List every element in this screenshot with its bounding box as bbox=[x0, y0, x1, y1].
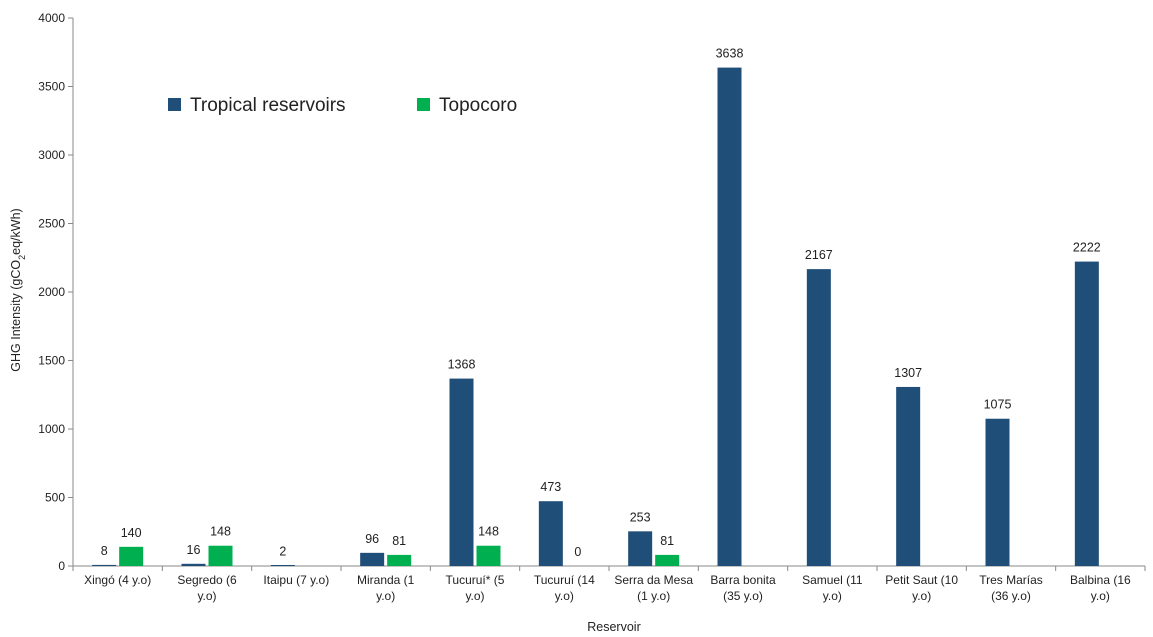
x-axis: Xingó (4 y.o) Segredo (6 y.o) Itaipu (7 y.o… bbox=[72, 565, 1146, 603]
y-tick-label: 2500 bbox=[38, 217, 65, 231]
y-tick-label: 4000 bbox=[38, 11, 65, 25]
data-label: 2222 bbox=[1073, 241, 1101, 255]
data-labels: 8 16 2 96 1368 473 253 3638 2167 1307 1075 2222 140 1… bbox=[101, 47, 1101, 559]
data-label: 473 bbox=[540, 480, 561, 494]
bar-topocoro bbox=[208, 545, 233, 566]
x-tick-label: Tres Marías (36 y.o) bbox=[979, 573, 1043, 603]
data-label: 16 bbox=[187, 543, 201, 557]
y-tick-label: 3000 bbox=[38, 148, 65, 162]
bar-tropical bbox=[896, 386, 921, 566]
data-label: 1368 bbox=[448, 358, 476, 372]
data-label: 253 bbox=[630, 510, 651, 524]
data-label: 148 bbox=[478, 525, 499, 539]
bar-tropical bbox=[717, 67, 742, 567]
legend-swatch-tropical bbox=[168, 98, 181, 111]
bar-tropical bbox=[538, 501, 563, 566]
x-tick-label: Xingó (4 y.o) bbox=[84, 573, 151, 587]
data-label: 2167 bbox=[805, 248, 833, 262]
data-label: 1307 bbox=[894, 366, 922, 380]
data-label: 0 bbox=[574, 545, 581, 559]
y-tick-label: 1000 bbox=[38, 422, 65, 436]
bar-topocoro bbox=[655, 554, 680, 566]
legend-swatch-topocoro bbox=[417, 98, 430, 111]
y-tick-label: 2000 bbox=[38, 285, 65, 299]
bar-tropical bbox=[92, 564, 117, 566]
y-axis: 0 500 1000 1500 2000 2500 3000 3500 4000 bbox=[38, 11, 74, 573]
y-axis-title: GHG Intensity (gCO2eq/kWh) bbox=[9, 208, 27, 371]
bar-tropical bbox=[449, 378, 474, 566]
x-tick-label: Samuel (11 y.o) bbox=[802, 573, 863, 603]
data-label: 3638 bbox=[716, 47, 744, 61]
legend-label-topocoro: Topocoro bbox=[439, 95, 517, 116]
y-tick-label: 3500 bbox=[38, 80, 65, 94]
legend-label-tropical: Tropical reservoirs bbox=[190, 95, 346, 116]
legend: Tropical reservoirs Topocoro bbox=[168, 95, 517, 116]
data-label: 1075 bbox=[984, 398, 1012, 412]
x-tick-label: Barra bonita (35 y.o) bbox=[710, 573, 776, 603]
bar-topocoro bbox=[119, 546, 144, 566]
bar-tropical bbox=[181, 563, 206, 566]
x-axis-title: Reservoir bbox=[587, 620, 641, 634]
x-tick-label: Petit Saut (10 y.o) bbox=[885, 573, 958, 603]
bar-tropical bbox=[360, 552, 385, 566]
bar-topocoro bbox=[387, 554, 412, 566]
x-tick-label: Itaipu (7 y.o) bbox=[263, 573, 329, 587]
x-tick-label: Tucuruí (14 y.o) bbox=[534, 573, 595, 603]
data-label: 140 bbox=[121, 526, 142, 540]
data-label: 81 bbox=[660, 534, 674, 548]
data-label: 148 bbox=[210, 525, 231, 539]
x-tick-label: Serra da Mesa (1 y.o) bbox=[614, 573, 693, 603]
data-label: 2 bbox=[279, 545, 286, 559]
bar-tropical bbox=[1074, 261, 1099, 566]
y-tick-label: 0 bbox=[58, 559, 65, 573]
bar-tropical bbox=[806, 269, 831, 566]
bar-tropical bbox=[985, 418, 1010, 566]
y-tick-label: 1500 bbox=[38, 354, 65, 368]
data-label: 8 bbox=[101, 544, 108, 558]
data-label: 81 bbox=[392, 534, 406, 548]
bars bbox=[92, 67, 1099, 567]
bar-topocoro bbox=[476, 545, 501, 566]
data-label: 96 bbox=[365, 532, 379, 546]
x-tick-label: Segredo (6 y.o) bbox=[177, 573, 237, 603]
x-tick-label: Miranda (1 y.o) bbox=[357, 573, 415, 603]
bar-tropical bbox=[270, 565, 295, 566]
y-tick-label: 500 bbox=[45, 491, 65, 505]
bar-tropical bbox=[628, 531, 653, 566]
x-tick-label: Tucuruí* (5 y.o) bbox=[446, 573, 505, 603]
x-tick-label: Balbina (16 y.o) bbox=[1070, 573, 1131, 603]
